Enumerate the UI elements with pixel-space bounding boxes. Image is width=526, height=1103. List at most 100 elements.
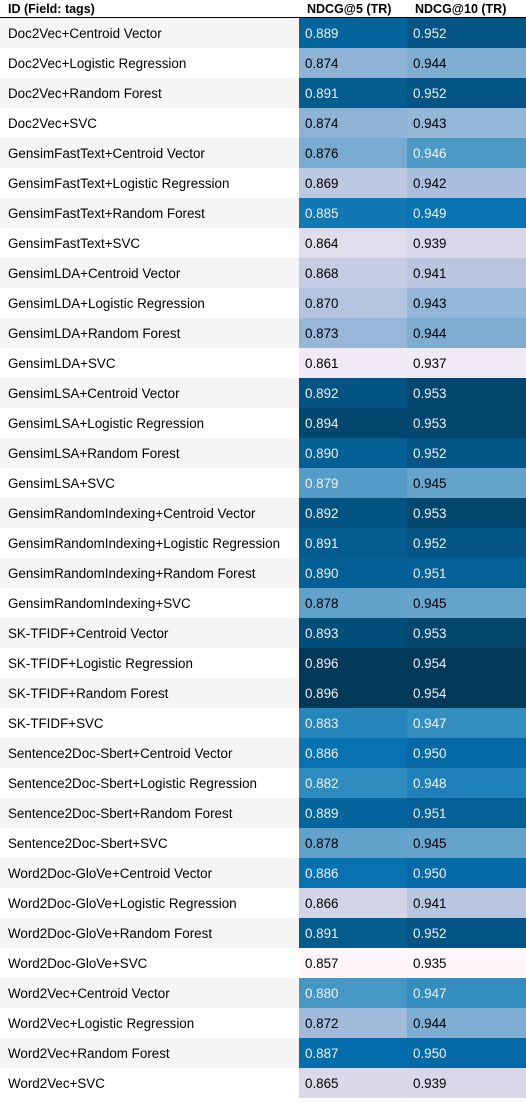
cell-ndcg5: 0.870 [299, 288, 407, 318]
cell-ndcg5: 0.883 [299, 708, 407, 738]
cell-ndcg5: 0.868 [299, 258, 407, 288]
cell-id: SK-TFIDF+Logistic Regression [0, 648, 299, 678]
cell-id: SK-TFIDF+Random Forest [0, 678, 299, 708]
cell-ndcg5: 0.876 [299, 138, 407, 168]
table-row: Doc2Vec+Centroid Vector 0.889 0.952 [0, 17, 526, 48]
cell-ndcg5: 0.890 [299, 438, 407, 468]
cell-id: GensimLDA+SVC [0, 348, 299, 378]
cell-id: GensimRandomIndexing+SVC [0, 588, 299, 618]
cell-ndcg5: 0.869 [299, 168, 407, 198]
cell-id: Doc2Vec+Logistic Regression [0, 48, 299, 78]
cell-ndcg10: 0.937 [407, 348, 526, 378]
table-row: GensimLSA+Centroid Vector 0.892 0.953 [0, 378, 526, 408]
cell-ndcg5: 0.865 [299, 1068, 407, 1098]
cell-ndcg5: 0.878 [299, 828, 407, 858]
cell-ndcg10: 0.944 [407, 48, 526, 78]
cell-id: GensimLDA+Centroid Vector [0, 258, 299, 288]
table-row: Sentence2Doc-Sbert+SVC 0.878 0.945 [0, 828, 526, 858]
cell-id: GensimFastText+Centroid Vector [0, 138, 299, 168]
cell-ndcg10: 0.942 [407, 168, 526, 198]
cell-id: GensimLDA+Random Forest [0, 318, 299, 348]
table-row: GensimLSA+SVC 0.879 0.945 [0, 468, 526, 498]
cell-ndcg10: 0.943 [407, 288, 526, 318]
cell-id: GensimLDA+Logistic Regression [0, 288, 299, 318]
cell-ndcg5: 0.894 [299, 408, 407, 438]
cell-id: Doc2Vec+SVC [0, 108, 299, 138]
table-row: GensimRandomIndexing+SVC 0.878 0.945 [0, 588, 526, 618]
cell-ndcg10: 0.953 [407, 618, 526, 648]
table-body: Doc2Vec+Centroid Vector 0.889 0.952 Doc2Vec… [0, 17, 526, 1098]
table-row: Sentence2Doc-Sbert+Logistic Regression 0.… [0, 768, 526, 798]
cell-id: Word2Doc-GloVe+Centroid Vector [0, 858, 299, 888]
cell-ndcg5: 0.891 [299, 528, 407, 558]
cell-ndcg10: 0.952 [407, 918, 526, 948]
cell-ndcg10: 0.950 [407, 858, 526, 888]
cell-ndcg5: 0.896 [299, 648, 407, 678]
cell-ndcg10: 0.952 [407, 17, 526, 48]
cell-ndcg10: 0.944 [407, 318, 526, 348]
header-ndcg10: NDCG@10 (TR) [407, 0, 526, 18]
cell-id: GensimRandomIndexing+Logistic Regression [0, 528, 299, 558]
table-row: SK-TFIDF+SVC 0.883 0.947 [0, 708, 526, 738]
cell-ndcg10: 0.953 [407, 408, 526, 438]
cell-ndcg5: 0.874 [299, 48, 407, 78]
cell-ndcg10: 0.935 [407, 948, 526, 978]
cell-id: Word2Doc-GloVe+Random Forest [0, 918, 299, 948]
cell-id: GensimRandomIndexing+Random Forest [0, 558, 299, 588]
cell-ndcg10: 0.950 [407, 738, 526, 768]
table-row: GensimFastText+SVC 0.864 0.939 [0, 228, 526, 258]
cell-ndcg5: 0.861 [299, 348, 407, 378]
cell-ndcg10: 0.945 [407, 828, 526, 858]
cell-ndcg5: 0.885 [299, 198, 407, 228]
cell-ndcg10: 0.954 [407, 678, 526, 708]
cell-ndcg10: 0.939 [407, 1068, 526, 1098]
cell-id: Word2Vec+SVC [0, 1068, 299, 1098]
table-row: GensimLDA+Random Forest 0.873 0.944 [0, 318, 526, 348]
cell-ndcg10: 0.953 [407, 378, 526, 408]
table-row: GensimRandomIndexing+Random Forest 0.890 0… [0, 558, 526, 588]
cell-id: Word2Vec+Logistic Regression [0, 1008, 299, 1038]
table-row: Word2Doc-GloVe+Random Forest 0.891 0.952 [0, 918, 526, 948]
cell-id: GensimFastText+Logistic Regression [0, 168, 299, 198]
cell-id: GensimFastText+Random Forest [0, 198, 299, 228]
cell-ndcg10: 0.945 [407, 468, 526, 498]
cell-id: Sentence2Doc-Sbert+Logistic Regression [0, 768, 299, 798]
cell-ndcg5: 0.880 [299, 978, 407, 1008]
cell-ndcg5: 0.892 [299, 498, 407, 528]
cell-ndcg5: 0.891 [299, 918, 407, 948]
cell-ndcg5: 0.857 [299, 948, 407, 978]
cell-ndcg10: 0.947 [407, 708, 526, 738]
cell-id: Doc2Vec+Centroid Vector [0, 17, 299, 48]
table-row: GensimFastText+Random Forest 0.885 0.949 [0, 198, 526, 228]
cell-ndcg5: 0.882 [299, 768, 407, 798]
cell-id: SK-TFIDF+Centroid Vector [0, 618, 299, 648]
header-ndcg5: NDCG@5 (TR) [299, 0, 407, 18]
table-row: Doc2Vec+SVC 0.874 0.943 [0, 108, 526, 138]
cell-ndcg5: 0.878 [299, 588, 407, 618]
cell-ndcg10: 0.946 [407, 138, 526, 168]
table-row: GensimFastText+Centroid Vector 0.876 0.946 [0, 138, 526, 168]
table-row: GensimRandomIndexing+Centroid Vector 0.89… [0, 498, 526, 528]
cell-id: Word2Doc-GloVe+Logistic Regression [0, 888, 299, 918]
table-row: Doc2Vec+Random Forest 0.891 0.952 [0, 78, 526, 108]
cell-ndcg5: 0.873 [299, 318, 407, 348]
cell-ndcg5: 0.864 [299, 228, 407, 258]
cell-ndcg10: 0.944 [407, 1008, 526, 1038]
table-row: Sentence2Doc-Sbert+Random Forest 0.889 0.9… [0, 798, 526, 828]
cell-ndcg10: 0.941 [407, 888, 526, 918]
cell-id: Sentence2Doc-Sbert+SVC [0, 828, 299, 858]
header-row: ID (Field: tags) NDCG@5 (TR) NDCG@10 (TR… [0, 0, 526, 18]
table-row: GensimLSA+Logistic Regression 0.894 0.953 [0, 408, 526, 438]
cell-id: Word2Vec+Random Forest [0, 1038, 299, 1068]
cell-ndcg5: 0.887 [299, 1038, 407, 1068]
cell-ndcg5: 0.893 [299, 618, 407, 648]
cell-ndcg10: 0.952 [407, 78, 526, 108]
cell-id: Word2Doc-GloVe+SVC [0, 948, 299, 978]
cell-ndcg5: 0.874 [299, 108, 407, 138]
table-row: Doc2Vec+Logistic Regression 0.874 0.944 [0, 48, 526, 78]
table-row: Word2Vec+Random Forest 0.887 0.950 [0, 1038, 526, 1068]
cell-ndcg10: 0.943 [407, 108, 526, 138]
table-row: SK-TFIDF+Centroid Vector 0.893 0.953 [0, 618, 526, 648]
cell-ndcg10: 0.947 [407, 978, 526, 1008]
